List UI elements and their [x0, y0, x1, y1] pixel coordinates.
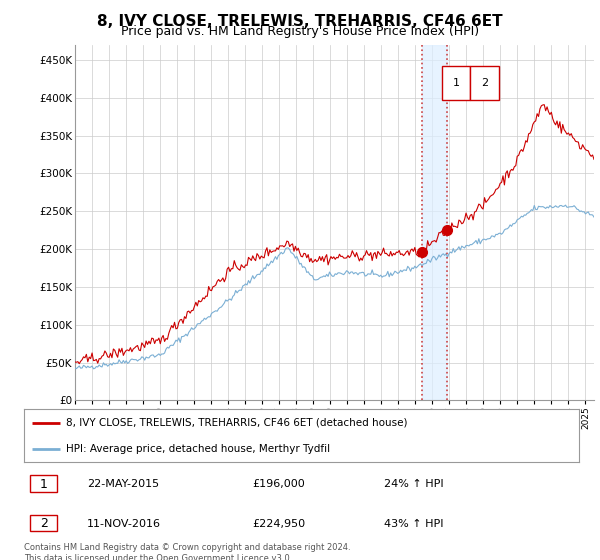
Text: £196,000: £196,000 — [252, 479, 305, 489]
Text: 8, IVY CLOSE, TRELEWIS, TREHARRIS, CF46 6ET (detached house): 8, IVY CLOSE, TRELEWIS, TREHARRIS, CF46 … — [65, 418, 407, 428]
Text: 24% ↑ HPI: 24% ↑ HPI — [384, 479, 443, 489]
Bar — [422, 45, 447, 400]
FancyBboxPatch shape — [442, 66, 470, 100]
Text: HPI: Average price, detached house, Merthyr Tydfil: HPI: Average price, detached house, Mert… — [65, 444, 330, 454]
Text: 2: 2 — [481, 78, 488, 88]
Text: Contains HM Land Registry data © Crown copyright and database right 2024.
This d: Contains HM Land Registry data © Crown c… — [24, 543, 350, 560]
Text: 2: 2 — [40, 517, 48, 530]
Text: 1: 1 — [453, 78, 460, 88]
Text: 43% ↑ HPI: 43% ↑ HPI — [384, 519, 443, 529]
Text: £224,950: £224,950 — [252, 519, 305, 529]
Text: Price paid vs. HM Land Registry's House Price Index (HPI): Price paid vs. HM Land Registry's House … — [121, 25, 479, 38]
FancyBboxPatch shape — [470, 66, 499, 100]
Text: 22-MAY-2015: 22-MAY-2015 — [87, 479, 159, 489]
Text: 11-NOV-2016: 11-NOV-2016 — [87, 519, 161, 529]
Text: 1: 1 — [40, 478, 48, 491]
Text: 8, IVY CLOSE, TRELEWIS, TREHARRIS, CF46 6ET: 8, IVY CLOSE, TRELEWIS, TREHARRIS, CF46 … — [97, 14, 503, 29]
